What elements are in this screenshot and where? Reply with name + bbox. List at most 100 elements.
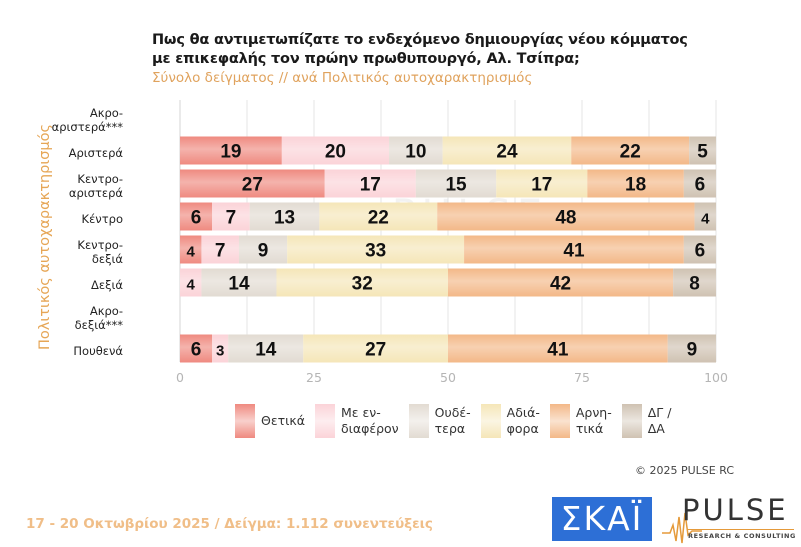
bar-segment-shine <box>201 235 239 264</box>
bar-segment-shine <box>281 136 390 165</box>
bar-segment-shine <box>571 136 690 165</box>
bar-segment-shine <box>303 334 448 363</box>
bar-segment-shine <box>180 268 202 297</box>
category-label: Αριστερά <box>68 145 123 160</box>
data-label: 22 <box>368 208 389 229</box>
data-label: 8 <box>689 274 700 295</box>
pulse-logo: PULSE RESEARCH & CONSULTING <box>662 493 797 545</box>
legend-label: Αδιά- φορα <box>506 405 540 436</box>
legend-item: Ουδέ- τερα <box>408 404 471 438</box>
data-label: 41 <box>563 241 585 262</box>
chart-title-line2: με επικεφαλής τον πρώην πρωθυπουργό, Αλ.… <box>152 51 580 67</box>
data-label: 48 <box>555 208 576 229</box>
bar-segment-shine <box>496 169 588 198</box>
data-label: 6 <box>191 208 202 229</box>
bar-segment-shine <box>287 235 465 264</box>
category-label: Κέντρο <box>81 211 123 226</box>
data-label: 10 <box>405 142 426 163</box>
data-label: 7 <box>226 208 237 229</box>
bar-segment-shine <box>389 136 443 165</box>
data-label: 14 <box>228 274 250 295</box>
legend-label: Ουδέ- τερα <box>434 405 471 436</box>
bar-segment-shine <box>587 169 684 198</box>
bar-segment-shine <box>228 334 304 363</box>
legend-item: Αρνη- τικά <box>549 404 612 438</box>
data-label: 19 <box>220 142 241 163</box>
data-label: 3 <box>216 343 224 360</box>
pulse-logo-text: PULSE <box>682 493 789 527</box>
legend-label: Αρνη- τικά <box>575 405 612 436</box>
data-label: 4 <box>187 244 196 261</box>
bar-segment-shine <box>448 334 668 363</box>
data-label: 42 <box>550 274 571 295</box>
bar-segment-shine <box>319 202 438 231</box>
bar-segment-shine <box>683 169 716 198</box>
bar-segment-shine <box>238 235 288 264</box>
data-label: 5 <box>697 142 708 163</box>
bar-segment-shine <box>180 235 202 264</box>
bar-segment-shine <box>324 169 416 198</box>
data-label: 15 <box>445 175 467 196</box>
bar-segment-shine <box>415 169 497 198</box>
stacked-bar-chart: PULSE 1920102422527171517186671322484479… <box>176 100 728 385</box>
legend-item: Αδιά- φορα <box>480 404 540 438</box>
chart-title-line1: Πως θα αντιμετωπίζατε το ενδεχόμενο δημι… <box>152 32 688 48</box>
x-tick-labels: 0 25 50 75 100 <box>176 370 728 385</box>
bar-segment-shine <box>673 268 716 297</box>
chart-title: Πως θα αντιμετωπίζατε το ενδεχόμενο δημι… <box>152 31 688 69</box>
bar-segment-shine <box>201 268 277 297</box>
x-tick-label: 75 <box>574 370 590 385</box>
copyright: © 2025 PULSE RC <box>635 464 735 477</box>
legend-swatch <box>408 404 429 438</box>
legend-label: Με εν- διαφέρον <box>340 405 399 436</box>
x-tick-label: 25 <box>306 370 322 385</box>
bar-segment-shine <box>437 202 695 231</box>
data-label: 24 <box>496 142 518 163</box>
legend-item: Θετικά <box>235 404 305 438</box>
bar-segment-shine <box>694 202 716 231</box>
data-label: 9 <box>687 340 698 361</box>
data-label: 7 <box>215 241 226 262</box>
legend-swatch <box>235 404 255 438</box>
bar-segment-shine <box>180 334 213 363</box>
data-label: 6 <box>695 241 706 262</box>
legend-swatch <box>314 404 335 438</box>
data-label: 32 <box>352 274 373 295</box>
category-label: Δεξιά <box>91 277 123 292</box>
pulse-logo-subtext: RESEARCH & CONSULTING <box>688 532 796 540</box>
skai-logo: ΣΚΑΪ <box>552 497 652 541</box>
x-tick-label: 100 <box>704 370 728 385</box>
x-tick-label: 0 <box>176 370 184 385</box>
pulse-logo-rule <box>688 529 794 530</box>
bar-segment-shine <box>683 235 716 264</box>
bar-segment-shine <box>464 235 684 264</box>
legend-swatch <box>621 404 642 438</box>
data-label: 18 <box>625 175 646 196</box>
category-label: Ακρο-αριστερά*** <box>51 105 123 134</box>
legend-item: Με εν- διαφέρον <box>314 404 399 438</box>
bar-segment-shine <box>689 136 716 165</box>
bar-segment-shine <box>212 202 250 231</box>
bar-segment-shine <box>442 136 572 165</box>
category-label: Πουθενά <box>73 343 123 358</box>
legend: Θετικά Με εν- διαφέρον Ουδέ- τερα Αδιά- φορ… <box>235 404 671 438</box>
data-label: 27 <box>365 340 386 361</box>
legend-swatch <box>549 404 570 438</box>
data-label: 9 <box>258 241 269 262</box>
bar-segment-shine <box>276 268 448 297</box>
bar-segment-shine <box>448 268 674 297</box>
category-label: Ακρο-δεξιά*** <box>74 303 123 332</box>
pulse-wave-icon <box>662 512 702 544</box>
data-label: 17 <box>531 175 552 196</box>
x-tick-label: 50 <box>440 370 456 385</box>
fieldwork-info: 17 - 20 Οκτωβρίου 2025 / Δείγμα: 1.112 σ… <box>26 516 433 532</box>
category-label: Κεντρο-αριστερά <box>68 171 123 200</box>
category-label: Κεντρο-δεξιά <box>77 237 123 266</box>
data-label: 4 <box>187 277 196 294</box>
data-label: 6 <box>695 175 706 196</box>
bar-segment-shine <box>180 136 282 165</box>
legend-label: ΔΓ / ΔΑ <box>647 405 672 436</box>
legend-label: Θετικά <box>261 413 305 428</box>
legend-swatch <box>480 404 501 438</box>
data-label: 41 <box>547 340 569 361</box>
